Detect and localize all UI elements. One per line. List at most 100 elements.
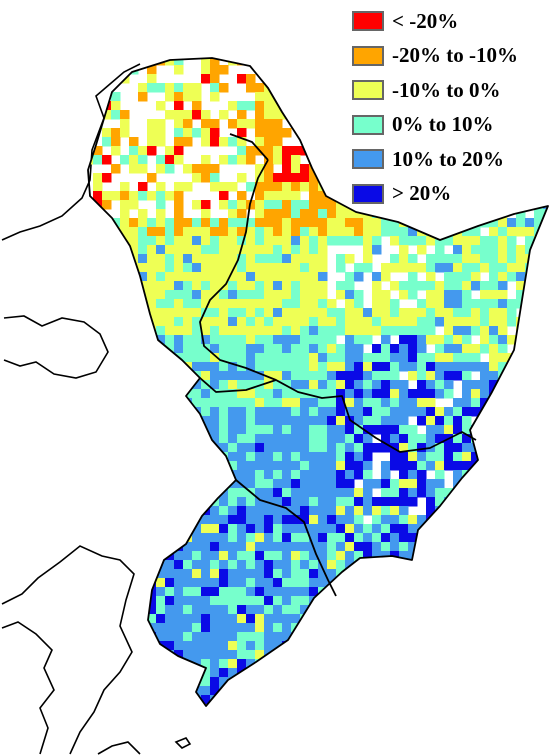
grid-cell: [318, 659, 328, 669]
grid-cell: [354, 470, 364, 480]
grid-cell: [147, 524, 157, 534]
grid-cell: [93, 506, 103, 516]
grid-cell: [264, 65, 274, 75]
grid-cell: [390, 452, 400, 462]
grid-cell: [435, 362, 445, 372]
grid-cell: [174, 371, 184, 381]
grid-cell: [435, 551, 445, 561]
grid-cell: [408, 461, 418, 471]
grid-cell: [156, 236, 166, 246]
grid-cell: [237, 173, 247, 183]
grid-cell: [525, 389, 535, 399]
grid-cell: [408, 371, 418, 381]
grid-cell: [129, 200, 139, 210]
grid-cell: [435, 254, 445, 264]
grid-cell: [336, 155, 346, 165]
grid-cell: [237, 326, 247, 336]
grid-cell: [426, 272, 436, 282]
grid-cell: [471, 650, 481, 660]
grid-cell: [336, 398, 346, 408]
grid-cell: [165, 470, 175, 480]
grid-cell: [183, 119, 193, 129]
grid-cell: [318, 506, 328, 516]
grid-cell: [228, 362, 238, 372]
grid-cell: [534, 614, 544, 624]
grid-cell: [471, 254, 481, 264]
grid-cell: [345, 434, 355, 444]
grid-cell: [309, 326, 319, 336]
grid-cell: [147, 677, 157, 687]
grid-cell: [129, 353, 139, 363]
grid-cell: [147, 290, 157, 300]
grid-cell: [444, 524, 454, 534]
grid-cell: [534, 677, 544, 687]
grid-cell: [516, 650, 526, 660]
grid-cell: [138, 434, 148, 444]
grid-cell: [435, 587, 445, 597]
grid-cell: [165, 146, 175, 156]
grid-cell: [174, 605, 184, 615]
grid-cell: [408, 524, 418, 534]
grid-cell: [444, 569, 454, 579]
grid-cell: [336, 317, 346, 327]
grid-cell: [120, 470, 130, 480]
grid-cell: [183, 641, 193, 651]
grid-cell: [129, 380, 139, 390]
grid-cell: [174, 416, 184, 426]
grid-cell: [88, 578, 94, 588]
grid-cell: [264, 641, 274, 651]
grid-cell: [255, 263, 265, 273]
grid-cell: [543, 434, 548, 444]
grid-cell: [300, 371, 310, 381]
grid-cell: [399, 254, 409, 264]
grid-cell: [489, 272, 499, 282]
grid-cell: [255, 218, 265, 228]
grid-cell: [381, 380, 391, 390]
grid-cell: [489, 254, 499, 264]
grid-cell: [102, 668, 112, 678]
grid-cell: [192, 344, 202, 354]
grid-cell: [399, 668, 409, 678]
grid-cell: [219, 218, 229, 228]
grid-cell: [201, 380, 211, 390]
grid-cell: [219, 263, 229, 273]
grid-cell: [138, 659, 148, 669]
grid-cell: [111, 596, 121, 606]
grid-cell: [480, 245, 490, 255]
grid-cell: [453, 263, 463, 273]
grid-cell: [336, 695, 346, 705]
grid-cell: [408, 290, 418, 300]
grid-cell: [111, 245, 121, 255]
grid-cell: [156, 488, 166, 498]
grid-cell: [453, 533, 463, 543]
grid-cell: [318, 704, 328, 706]
grid-cell: [165, 389, 175, 399]
grid-cell: [489, 596, 499, 606]
grid-cell: [228, 434, 238, 444]
grid-cell: [120, 704, 130, 706]
grid-cell: [525, 299, 535, 309]
grid-cell: [336, 614, 346, 624]
grid-cell: [435, 614, 445, 624]
grid-cell: [543, 398, 548, 408]
grid-cell: [480, 443, 490, 453]
grid-cell: [327, 569, 337, 579]
grid-cell: [102, 326, 112, 336]
grid-cell: [471, 389, 481, 399]
grid-cell: [399, 605, 409, 615]
grid-cell: [282, 668, 292, 678]
grid-cell: [174, 290, 184, 300]
grid-cell: [111, 695, 121, 705]
grid-cell: [93, 227, 103, 237]
grid-cell: [471, 596, 481, 606]
grid-cell: [354, 578, 364, 588]
grid-cell: [543, 668, 548, 678]
grid-cell: [129, 659, 139, 669]
grid-cell: [192, 641, 202, 651]
grid-cell: [507, 434, 517, 444]
grid-cell: [525, 281, 535, 291]
grid-cell: [165, 533, 175, 543]
grid-cell: [426, 218, 436, 228]
grid-cell: [309, 479, 319, 489]
grid-cell: [93, 632, 103, 642]
